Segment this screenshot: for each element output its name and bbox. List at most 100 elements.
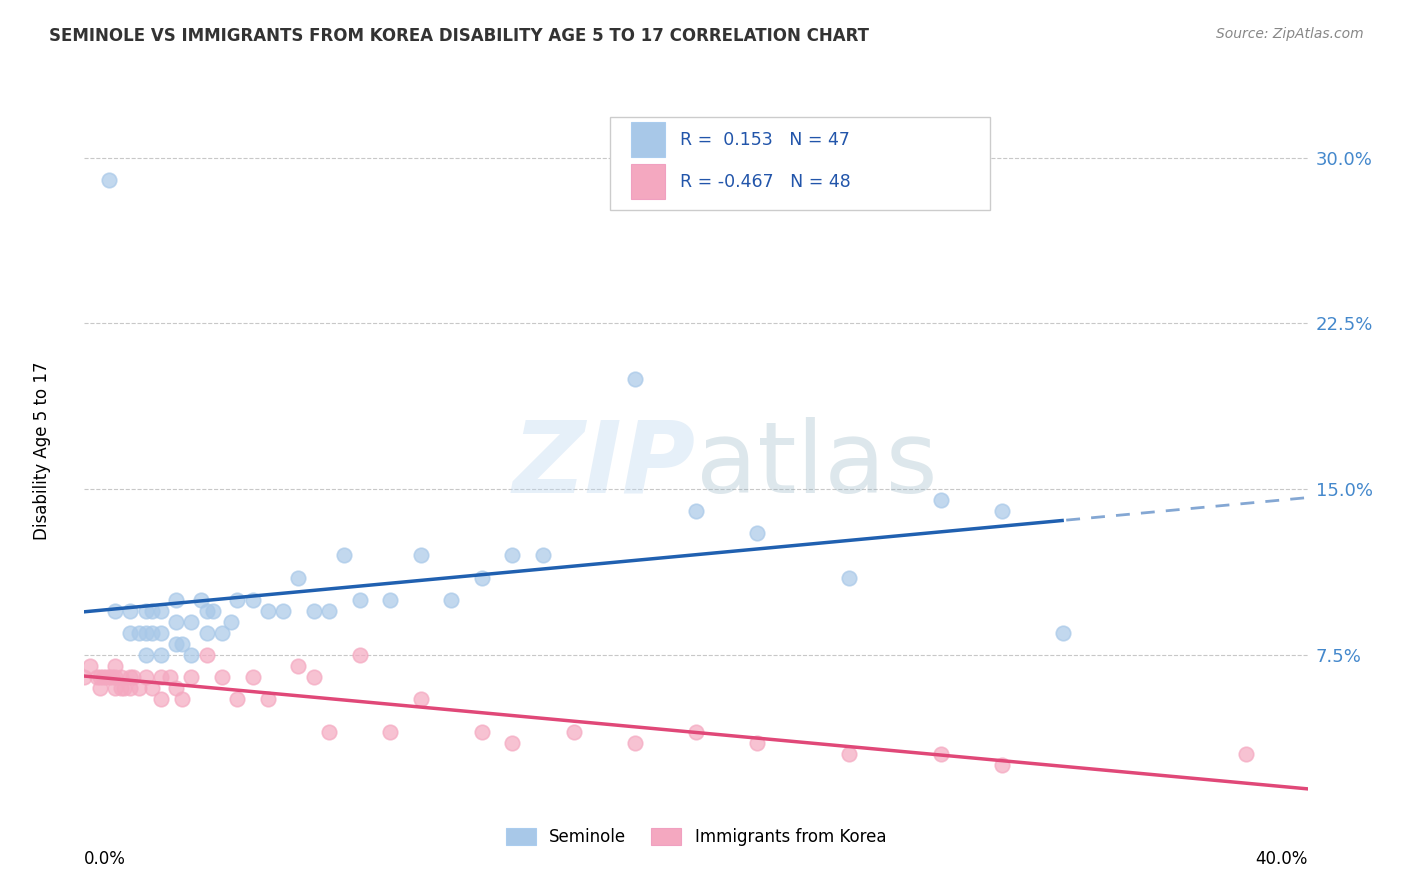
Legend: Seminole, Immigrants from Korea: Seminole, Immigrants from Korea: [499, 822, 893, 853]
Point: [747, 736, 769, 750]
Point: [287, 659, 309, 673]
Point: [97, 172, 120, 186]
Point: [226, 592, 249, 607]
Point: [79, 659, 101, 673]
Point: [242, 592, 264, 607]
Point: [128, 625, 150, 640]
Point: [929, 747, 952, 762]
Point: [287, 570, 309, 584]
Point: [172, 692, 194, 706]
Point: [380, 592, 402, 607]
Point: [89, 681, 111, 695]
Point: [257, 604, 280, 618]
Point: [195, 604, 218, 618]
Point: [318, 725, 340, 739]
Point: [141, 604, 163, 618]
Point: [747, 526, 769, 541]
Text: 0.0%: 0.0%: [84, 850, 127, 868]
Point: [86, 670, 108, 684]
Point: [165, 592, 187, 607]
Bar: [631, 122, 665, 157]
Point: [1052, 625, 1074, 640]
Point: [929, 493, 952, 508]
Point: [318, 604, 340, 618]
Point: [149, 692, 172, 706]
Point: [180, 648, 202, 662]
Point: [991, 758, 1014, 772]
Point: [135, 648, 157, 662]
Point: [91, 670, 114, 684]
Point: [141, 625, 163, 640]
Point: [120, 670, 142, 684]
Point: [991, 504, 1014, 518]
Point: [165, 681, 187, 695]
Point: [531, 549, 554, 563]
Point: [180, 670, 202, 684]
Point: [502, 736, 524, 750]
Point: [135, 670, 157, 684]
Point: [97, 670, 120, 684]
Point: [112, 681, 135, 695]
Text: ZIP: ZIP: [513, 417, 696, 514]
Bar: [631, 164, 665, 199]
Point: [562, 725, 585, 739]
Point: [110, 670, 132, 684]
Point: [838, 747, 860, 762]
Point: [120, 604, 142, 618]
Point: [349, 592, 371, 607]
Point: [409, 549, 432, 563]
Point: [149, 648, 172, 662]
Point: [471, 725, 494, 739]
Text: atlas: atlas: [696, 417, 938, 514]
Point: [271, 604, 294, 618]
Point: [302, 604, 325, 618]
Point: [110, 681, 132, 695]
Point: [502, 549, 524, 563]
Point: [120, 625, 142, 640]
Point: [195, 648, 218, 662]
Text: Disability Age 5 to 17: Disability Age 5 to 17: [32, 361, 51, 540]
Point: [135, 625, 157, 640]
Point: [159, 670, 181, 684]
Point: [165, 637, 187, 651]
Point: [242, 670, 264, 684]
Point: [333, 549, 356, 563]
Point: [122, 670, 145, 684]
Point: [104, 670, 127, 684]
Point: [94, 670, 117, 684]
Text: 40.0%: 40.0%: [1256, 850, 1308, 868]
Point: [149, 625, 172, 640]
Point: [380, 725, 402, 739]
Point: [349, 648, 371, 662]
Point: [180, 615, 202, 629]
Point: [190, 592, 212, 607]
Point: [685, 504, 707, 518]
Point: [104, 604, 127, 618]
Point: [104, 659, 127, 673]
Point: [172, 637, 194, 651]
Text: R =  0.153   N = 47: R = 0.153 N = 47: [681, 130, 851, 148]
Point: [128, 681, 150, 695]
Point: [211, 670, 233, 684]
Point: [149, 670, 172, 684]
Text: Source: ZipAtlas.com: Source: ZipAtlas.com: [1216, 27, 1364, 41]
Point: [89, 670, 111, 684]
Point: [1236, 747, 1258, 762]
Point: [73, 670, 96, 684]
Point: [409, 692, 432, 706]
Point: [302, 670, 325, 684]
Point: [624, 371, 647, 385]
Point: [257, 692, 280, 706]
Point: [440, 592, 463, 607]
Point: [211, 625, 233, 640]
Point: [471, 570, 494, 584]
Point: [141, 681, 163, 695]
Point: [685, 725, 707, 739]
Point: [838, 570, 860, 584]
Text: R = -0.467   N = 48: R = -0.467 N = 48: [681, 173, 851, 191]
Point: [120, 681, 142, 695]
FancyBboxPatch shape: [610, 118, 990, 210]
Point: [624, 736, 647, 750]
Point: [219, 615, 242, 629]
Text: SEMINOLE VS IMMIGRANTS FROM KOREA DISABILITY AGE 5 TO 17 CORRELATION CHART: SEMINOLE VS IMMIGRANTS FROM KOREA DISABI…: [49, 27, 869, 45]
